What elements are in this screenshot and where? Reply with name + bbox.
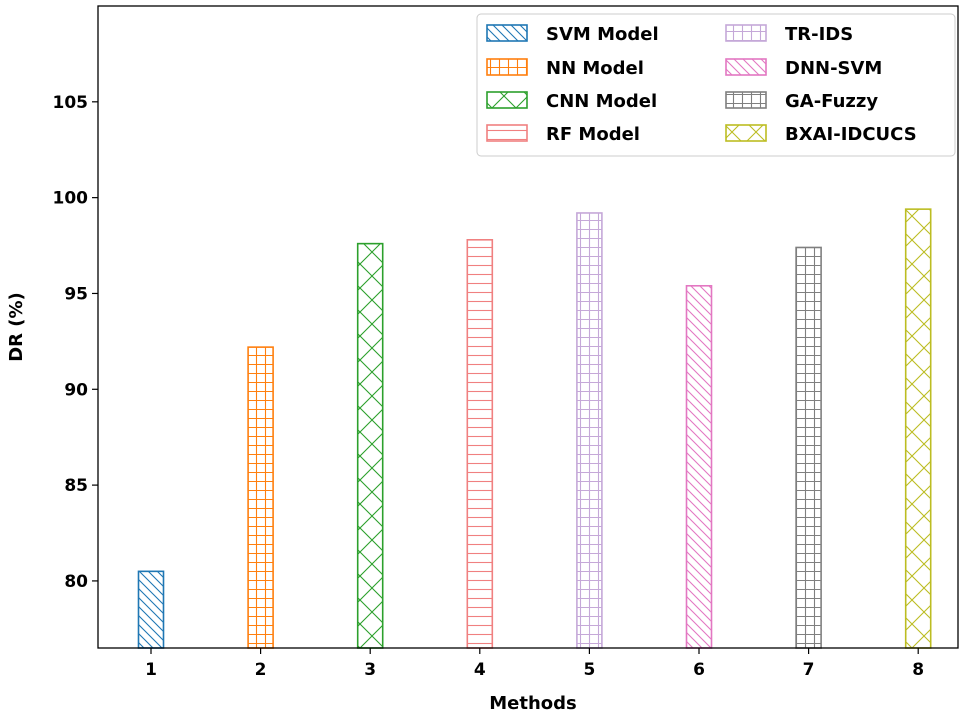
x-tick-label: 7 <box>803 660 815 680</box>
x-tick-label: 2 <box>255 660 267 680</box>
x-tick-label: 3 <box>364 660 376 680</box>
bar-ga-fuzzy <box>795 246 822 649</box>
bar-cnn-model <box>356 242 384 649</box>
bar-svm-model <box>137 570 165 649</box>
y-tick-label: 105 <box>53 93 89 113</box>
legend-swatch <box>486 58 528 76</box>
y-tick-label: 95 <box>64 284 88 304</box>
x-tick-label: 1 <box>145 660 157 680</box>
plot-frame <box>97 5 959 649</box>
legend-swatch <box>486 91 528 109</box>
bar-rf-model <box>466 239 494 649</box>
x-tick-label: 5 <box>583 660 595 680</box>
y-tick-label: 100 <box>53 189 89 209</box>
legend-label: GA-Fuzzy <box>785 91 878 112</box>
x-tick-label: 4 <box>474 660 486 680</box>
legend: SVM Model NN Model CNN Model RF Model TR-IDS… <box>476 13 956 157</box>
legend-swatch <box>486 24 528 42</box>
legend-label: RF Model <box>546 124 640 145</box>
bar-tr-ids <box>576 212 603 649</box>
bar-bxai-idcucs <box>904 208 932 649</box>
legend-label: SVM Model <box>546 24 659 45</box>
legend-swatch <box>486 124 528 142</box>
legend-label: NN Model <box>546 58 644 79</box>
legend-swatch <box>725 124 767 142</box>
x-tick-label: 8 <box>912 660 924 680</box>
x-tick-label: 6 <box>693 660 705 680</box>
y-tick-label: 80 <box>64 572 88 592</box>
plot-bars <box>137 208 932 649</box>
legend-label: CNN Model <box>546 91 657 112</box>
legend-swatch <box>725 58 767 76</box>
y-tick-label: 90 <box>64 380 88 400</box>
legend-box <box>476 13 956 157</box>
x-axis-label: Methods <box>489 693 577 714</box>
y-tick-label: 85 <box>64 476 88 496</box>
x-axis: 1 2 3 4 5 6 7 8 <box>145 648 924 680</box>
legend-label: DNN-SVM <box>785 58 882 79</box>
y-axis: 80 85 90 95 100 105 <box>53 93 98 592</box>
legend-swatch <box>725 91 767 109</box>
y-axis-label: DR (%) <box>6 292 27 362</box>
bar-dnn-svm <box>685 284 713 649</box>
legend-swatch <box>725 24 767 42</box>
legend-label: BXAI-IDCUCS <box>785 124 917 145</box>
legend-label: TR-IDS <box>785 24 853 45</box>
bar-nn-model <box>247 346 274 649</box>
